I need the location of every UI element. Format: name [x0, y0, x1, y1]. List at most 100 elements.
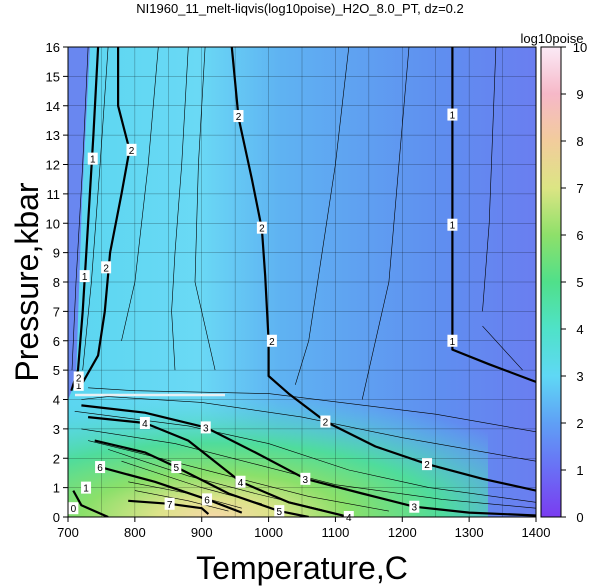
minor-contour-line [482, 325, 523, 371]
contour-label: 2 [73, 371, 84, 384]
contour-label-text: 1 [83, 484, 89, 495]
x-tick-label: 1300 [455, 525, 484, 540]
colorbar-tick-label: 2 [576, 416, 583, 431]
y-tick-label: 1 [53, 481, 60, 496]
x-tick-label: 1200 [388, 525, 417, 540]
y-tick-label: 12 [46, 158, 60, 173]
contour-label: 2 [256, 221, 267, 235]
contour-label-text: 5 [174, 463, 180, 474]
colorbar [540, 46, 562, 518]
contour-label: 3 [300, 472, 311, 486]
y-tick-label: 6 [53, 334, 60, 349]
contour-label: 1 [447, 218, 458, 232]
contour-label: 3 [409, 500, 420, 514]
y-tick-label: 0 [53, 510, 60, 525]
minor-contour-line [482, 47, 497, 312]
minor-contour-line [361, 47, 410, 400]
x-tick-label: 800 [124, 525, 146, 540]
x-tick-label: 700 [57, 525, 79, 540]
contour-label: 6 [95, 461, 106, 474]
y-tick-label: 8 [53, 275, 60, 290]
contour-label: 1 [447, 108, 458, 122]
contour-label-text: 1 [450, 111, 456, 122]
colorbar-tick-label: 8 [576, 134, 583, 149]
major-contour-line [99, 466, 243, 514]
major-contour-line [87, 416, 350, 517]
contour-label: 1 [87, 152, 98, 166]
contour-label-text: 1 [76, 381, 82, 392]
contour-label-text: 3 [412, 503, 418, 514]
contour-label: 1 [81, 481, 92, 495]
contour-label-text: 2 [424, 460, 430, 471]
y-tick-label: 14 [46, 99, 60, 114]
y-axis-label: Pressure,kbar [9, 182, 45, 382]
contour-label-text: 5 [276, 507, 282, 518]
contour-label: 4 [139, 417, 150, 430]
contour-label-text: 1 [450, 221, 456, 232]
contour-label-text: 4 [346, 513, 352, 524]
contour-label: 1 [79, 270, 90, 283]
minor-contour-line [171, 47, 189, 371]
contour-label-text: 2 [323, 418, 329, 429]
contour-label: 2 [126, 143, 137, 157]
colorbar-tick-label: 0 [576, 510, 583, 525]
colorbar-tick-label: 10 [573, 40, 587, 55]
contour-label-text: 2 [76, 373, 82, 384]
contour-label-text: 0 [71, 504, 77, 515]
contour-label-text: 1 [82, 272, 88, 283]
colorbar-tick-label: 7 [576, 181, 583, 196]
major-contour-line [128, 499, 210, 515]
y-tick-label: 10 [46, 216, 60, 231]
y-tick-label: 4 [53, 393, 60, 408]
x-tick-label: 900 [191, 525, 213, 540]
x-tick-label: 1400 [522, 525, 551, 540]
contour-label: 6 [202, 493, 213, 506]
colorbar-tick-label: 3 [576, 369, 583, 384]
minor-contour-line [295, 47, 350, 385]
y-tick-label: 2 [53, 451, 60, 466]
x-axis-label: Temperature,C [196, 550, 408, 586]
contour-label-text: 7 [167, 500, 173, 511]
minor-contour-line [88, 387, 536, 433]
x-tick-label: 1000 [254, 525, 283, 540]
minor-contour-line [82, 47, 109, 371]
contour-label: 2 [266, 334, 277, 348]
y-tick-label: 15 [46, 69, 60, 84]
colorbar-ticks: 0 1 2 3 4 5 6 7 8 9 10 [561, 40, 587, 525]
contour-label: 1 [73, 378, 84, 392]
colorbar-tick-label: 4 [576, 322, 583, 337]
contour-label: 1 [447, 334, 458, 348]
colorbar-tick-label: 1 [576, 463, 583, 478]
x-axis-ticks: 700 800 900 1000 1100 1200 1300 1400 [57, 517, 550, 540]
colorbar-tick-label: 5 [576, 275, 583, 290]
contour-label-text: 1 [90, 155, 96, 166]
y-tick-label: 3 [53, 422, 60, 437]
minor-contour-line [81, 396, 536, 462]
contour-label: 2 [320, 415, 331, 429]
contour-label-text: 6 [204, 495, 210, 506]
minor-contour-line [121, 47, 159, 341]
contour-label-text: 3 [203, 423, 209, 434]
major-contour-line [72, 490, 109, 517]
contour-label: 2 [101, 261, 112, 274]
contour-label: 2 [422, 458, 433, 471]
y-tick-label: 7 [53, 304, 60, 319]
chart-title: NI1960_11_melt-liqvis(log10poise)_H2O_8.… [136, 1, 463, 16]
y-tick-label: 5 [53, 363, 60, 378]
minor-contour-line [134, 490, 229, 512]
contour-label-text: 4 [238, 478, 244, 489]
colorbar-tick-label: 6 [576, 228, 583, 243]
colorbar-tick-label: 9 [576, 87, 583, 102]
high-viscosity-region [68, 380, 488, 517]
contour-label-text: 2 [236, 112, 242, 123]
contour-label-text: 2 [259, 224, 265, 235]
contour-label-text: 2 [269, 337, 275, 348]
grid [68, 47, 536, 517]
y-tick-label: 16 [46, 40, 60, 55]
minor-contour-line [74, 411, 536, 503]
colorbar-label: log10poise [521, 31, 584, 46]
x-tick-label: 1100 [321, 525, 349, 540]
contour-label-text: 1 [450, 337, 456, 348]
y-tick-label: 9 [53, 246, 60, 261]
